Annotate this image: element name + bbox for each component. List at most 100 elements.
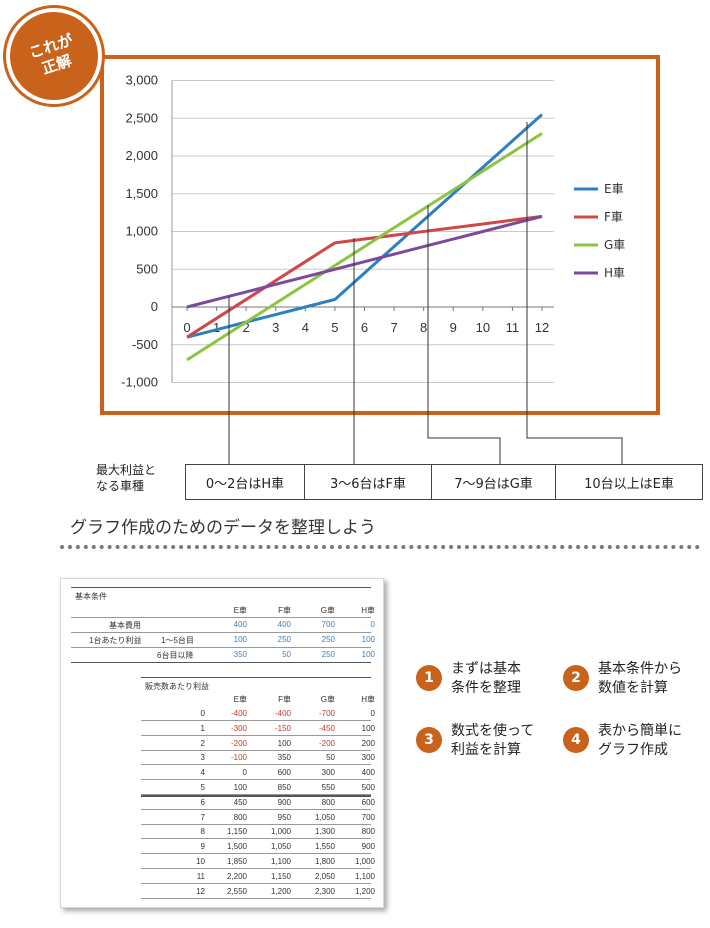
- best-cell-e: 10台以上はE車: [584, 476, 674, 492]
- series-line-F車: [186, 214, 543, 339]
- profit-cell: 1,850: [226, 857, 247, 866]
- y-tick-label: 3,000: [125, 73, 158, 88]
- cond-value: 350: [233, 650, 247, 659]
- chart-frame: 3,000 2,500 2,000 1,500 1,000 500 0 -500 -1,000 0…: [100, 55, 660, 415]
- sheet-rule: [141, 764, 371, 766]
- sheet-rule: [141, 720, 371, 721]
- profit-cell: 950: [277, 812, 291, 822]
- cond-sub-label: 1～5台目: [161, 636, 194, 645]
- legend-label: E車: [604, 182, 624, 196]
- sheet-rule: [141, 882, 371, 884]
- cond-header-f: F車: [278, 606, 291, 615]
- cond-sub-label: 6台目以降: [157, 651, 194, 660]
- profit-cell: 400: [361, 768, 375, 778]
- sheet-rule: [141, 677, 371, 678]
- y-tick-label: 500: [136, 261, 158, 276]
- profit-cell: 2,550: [226, 886, 247, 896]
- step-text: 数式を使って 利益を計算: [451, 723, 535, 758]
- profit-row-count: 12: [196, 886, 205, 896]
- profit-row-count: 1: [200, 723, 205, 733]
- profit-cell: 100: [233, 783, 247, 792]
- sheet-rule: [141, 868, 371, 869]
- profit-cell: 2,300: [314, 886, 335, 896]
- dotted-divider: [60, 545, 700, 549]
- profit-cell: -200: [318, 738, 335, 748]
- sheet-rule: [141, 897, 371, 899]
- sheet-rule: [71, 647, 371, 648]
- sheet-rule: [141, 823, 371, 825]
- profit-header-h: H車: [361, 695, 375, 704]
- cond-header-g: G車: [320, 606, 335, 615]
- step-text: 基本条件から 数値を計算: [598, 661, 682, 696]
- sheet-rule: [141, 853, 371, 855]
- cond-value: 0: [370, 620, 375, 629]
- profit-cell: 300: [361, 753, 375, 763]
- step-number: 4: [563, 727, 589, 753]
- profit-cell: 800: [233, 812, 247, 822]
- profit-cell: 2,200: [226, 871, 247, 881]
- profit-cell: 350: [277, 753, 291, 763]
- legend-label: H車: [604, 266, 625, 280]
- profit-header-f: F車: [278, 695, 291, 704]
- data-spreadsheet: 基本条件 E車 F車 G車 H車 基本費用 400 400 700 0 1台あた…: [60, 578, 384, 908]
- x-tick-label: 6: [361, 320, 368, 335]
- sheet-rule: [141, 794, 371, 795]
- profit-cell: 500: [361, 783, 375, 792]
- cond-header-h: H車: [361, 606, 375, 615]
- profit-row-count: 7: [200, 812, 205, 822]
- profit-row-count: 11: [196, 871, 205, 881]
- step-number: 3: [416, 727, 442, 753]
- cond-label: 1台あたり利益: [89, 636, 142, 645]
- cond-value: 250: [277, 635, 291, 644]
- profit-row-count: 4: [200, 768, 205, 778]
- cond-value: 100: [361, 635, 375, 644]
- sheet-rule: [141, 808, 371, 810]
- x-tick-label: 4: [302, 320, 309, 335]
- profit-cell: -450: [318, 723, 335, 733]
- x-tick-label: 9: [450, 320, 457, 335]
- profit-cell: 1,000: [354, 857, 375, 866]
- cond-value: 700: [321, 620, 335, 629]
- profit-cell: 1,800: [314, 857, 335, 866]
- profit-cell: 100: [277, 738, 291, 748]
- profit-cell: -400: [230, 709, 247, 718]
- profit-cell: 300: [321, 768, 335, 778]
- series-line-H車: [186, 214, 543, 309]
- legend-label: F車: [604, 210, 623, 224]
- profit-cell: -200: [230, 738, 247, 748]
- profit-cell: -300: [230, 723, 247, 733]
- profit-cell: 1,100: [270, 857, 291, 866]
- x-tick-label: 5: [331, 320, 338, 335]
- legend-label: G車: [604, 238, 625, 252]
- profit-row-count: 10: [196, 857, 205, 866]
- x-tick-label: 11: [506, 320, 519, 335]
- profit-cell: 0: [242, 768, 247, 778]
- sheet-rule: [141, 734, 371, 736]
- step-1: 1 まずは基本 条件を整理: [416, 660, 521, 698]
- profit-cell: -700: [318, 709, 335, 718]
- profit-cell: 600: [361, 797, 375, 807]
- sheet-rule: [141, 779, 371, 781]
- profit-row-count: 5: [200, 783, 205, 792]
- sheet-rule: [141, 749, 371, 751]
- profit-cell: -150: [274, 723, 291, 733]
- best-cell-g: 7～9台はG車: [432, 465, 556, 499]
- profit-cell: 700: [361, 812, 375, 822]
- sheet-rule: [71, 587, 371, 588]
- profit-cell: 2,050: [314, 871, 335, 881]
- best-label-line1: 最大利益と: [96, 463, 157, 477]
- profit-row-count: 8: [200, 827, 205, 837]
- step-4: 4 表から簡単に グラフ作成: [563, 722, 682, 760]
- y-tick-label: 0: [151, 299, 158, 314]
- profit-title: 販売数あたり利益: [145, 682, 209, 691]
- y-tick-label: 2,000: [125, 148, 158, 163]
- profit-cell: 550: [321, 783, 335, 792]
- profit-cell: 800: [361, 827, 375, 837]
- profit-cell: 1,150: [226, 827, 247, 837]
- cond-value: 400: [277, 620, 291, 629]
- profit-cell: 0: [370, 709, 375, 718]
- x-tick-label: 10: [476, 320, 490, 335]
- profit-cell: 50: [326, 753, 335, 763]
- profit-row-count: 9: [200, 842, 205, 852]
